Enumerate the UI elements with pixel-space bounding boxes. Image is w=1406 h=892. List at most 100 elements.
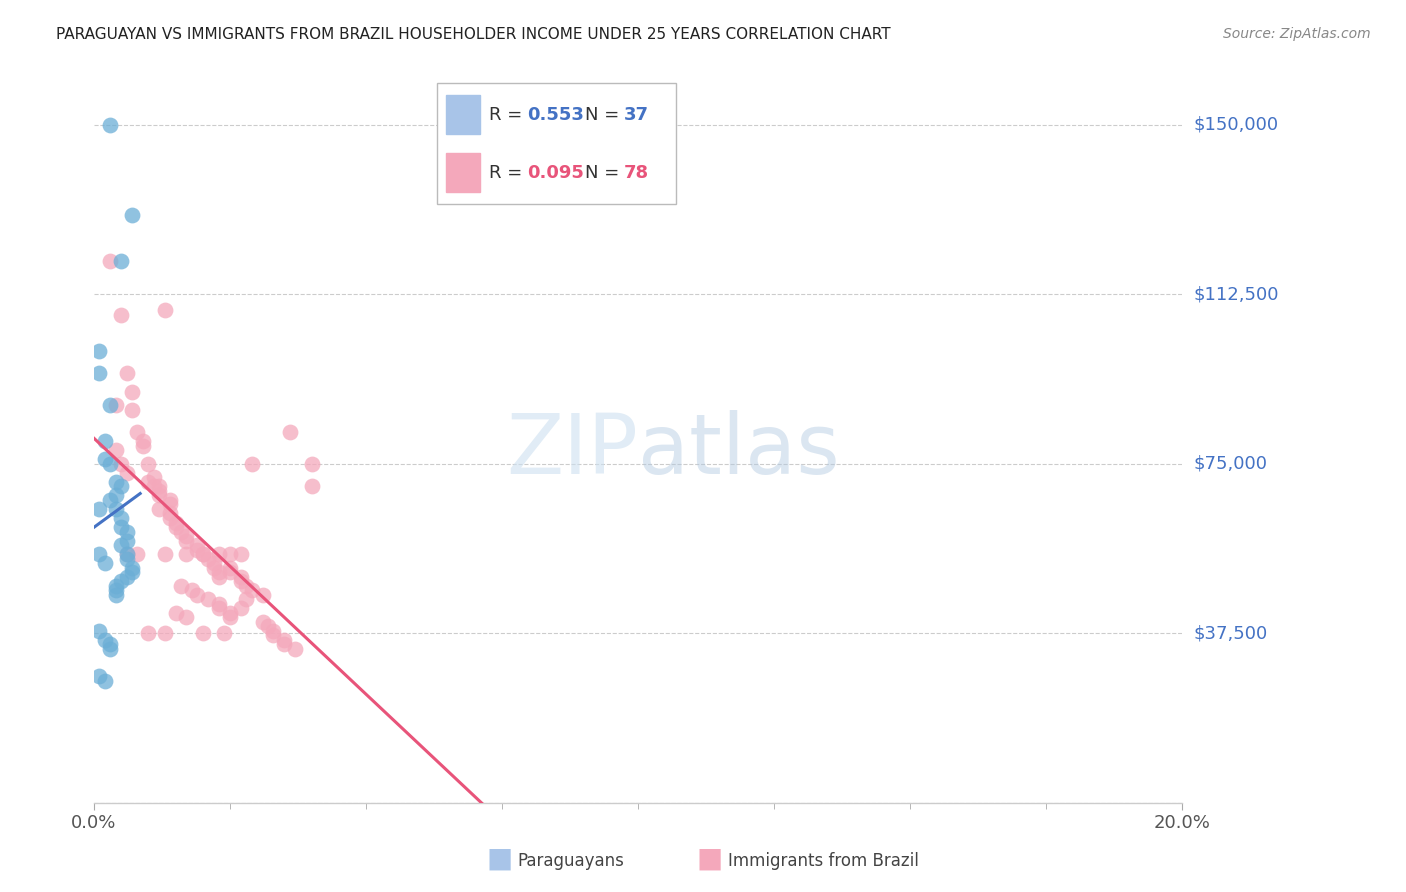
Point [208,565,231,579]
Point [98,118,121,132]
Point [214,626,236,640]
Point [186,542,208,557]
Point [159,492,181,507]
Point [219,547,242,561]
Point [104,588,127,602]
Text: Paraguayans: Paraguayans [517,852,624,870]
Point [176,529,198,543]
Point [240,457,263,471]
Point [153,303,176,318]
Point [262,628,284,642]
Point [208,547,231,561]
Point [104,443,127,458]
Point [110,479,132,493]
Point [121,208,143,222]
Point [180,583,202,598]
Point [165,516,187,530]
Point [301,457,323,471]
Point [98,398,121,412]
Point [197,592,219,607]
Point [89,367,111,381]
Point [110,457,132,471]
Point [229,570,252,584]
Point [94,434,117,449]
Point [115,570,138,584]
Point [186,538,208,552]
Point [136,626,159,640]
Point [94,632,117,647]
Point [191,547,214,561]
Text: Immigrants from Brazil: Immigrants from Brazil [728,852,920,870]
Point [219,610,242,624]
Text: PARAGUAYAN VS IMMIGRANTS FROM BRAZIL HOUSEHOLDER INCOME UNDER 25 YEARS CORRELATI: PARAGUAYAN VS IMMIGRANTS FROM BRAZIL HOU… [56,27,891,42]
Point [110,253,132,268]
Point [104,475,127,489]
Point [104,502,127,516]
Point [159,498,181,512]
Point [170,524,193,539]
Point [94,556,117,570]
Point [98,492,121,507]
Point [142,479,165,493]
Point [229,547,252,561]
Text: Source: ZipAtlas.com: Source: ZipAtlas.com [1223,27,1371,41]
Point [110,511,132,525]
Point [153,626,176,640]
Point [121,384,143,399]
Point [104,583,127,598]
Point [89,669,111,683]
Point [104,488,127,502]
Point [273,638,295,652]
Point [176,533,198,548]
Point [89,502,111,516]
Point [127,425,149,439]
Point [121,565,143,579]
Point [94,452,117,467]
Point [284,642,307,657]
Point [165,606,187,620]
Point [208,570,231,584]
Point [229,601,252,615]
Point [148,479,170,493]
Point [136,475,159,489]
Point [235,579,257,593]
Point [104,579,127,593]
Point [89,547,111,561]
Point [229,574,252,589]
Text: $75,000: $75,000 [1194,455,1267,473]
Point [176,610,198,624]
Point [159,511,181,525]
Point [208,601,231,615]
Text: atlas: atlas [638,409,839,491]
Point [159,507,181,521]
Text: ■: ■ [697,845,723,872]
Point [252,588,274,602]
Point [208,597,231,611]
Point [176,547,198,561]
Point [301,479,323,493]
Text: $150,000: $150,000 [1194,116,1278,134]
Text: ZIP: ZIP [506,409,638,491]
Point [104,398,127,412]
Point [148,483,170,498]
Point [186,588,208,602]
Point [132,434,155,449]
Point [257,619,280,633]
Point [202,556,225,570]
Point [240,583,263,598]
Text: $112,500: $112,500 [1194,285,1278,303]
Point [115,524,138,539]
Point [219,606,242,620]
Point [121,560,143,574]
Text: $37,500: $37,500 [1194,624,1267,642]
Point [110,574,132,589]
Point [115,547,138,561]
Point [136,457,159,471]
Point [115,466,138,480]
Point [202,560,225,574]
Point [115,533,138,548]
Point [89,624,111,638]
Point [110,520,132,534]
Point [148,488,170,502]
Point [142,470,165,484]
